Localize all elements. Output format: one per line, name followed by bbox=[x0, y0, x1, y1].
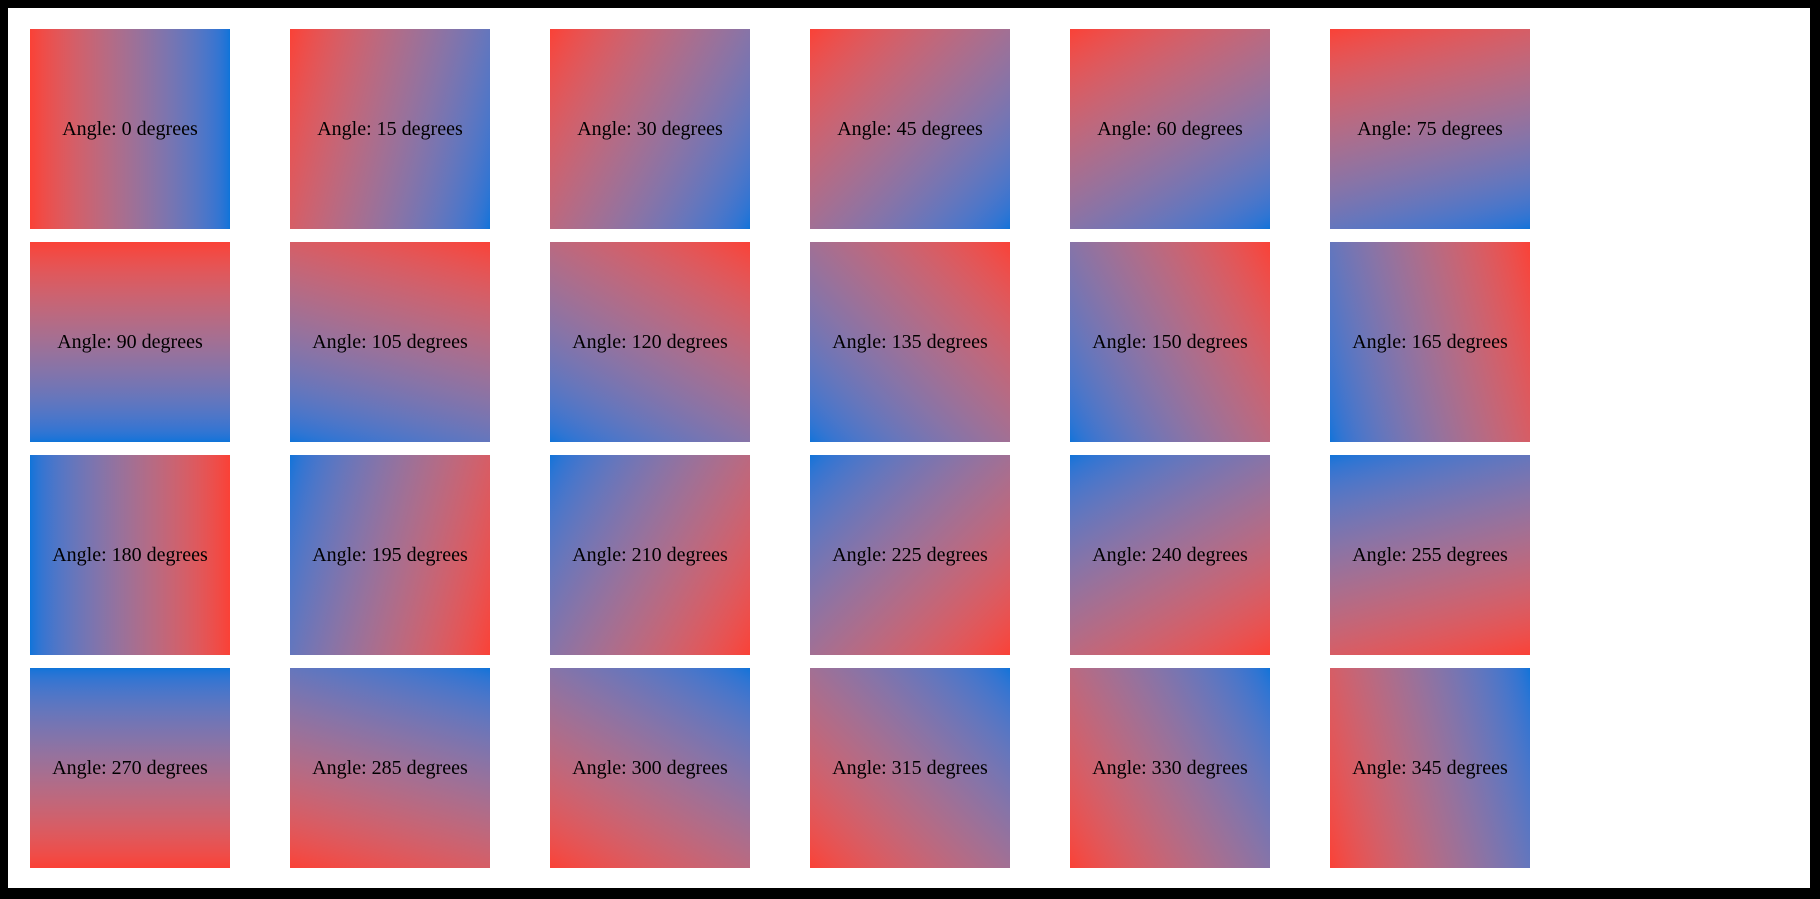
tile-label: Angle: 180 degrees bbox=[52, 544, 208, 566]
gradient-tile: Angle: 180 degrees bbox=[30, 455, 230, 655]
tile-label: Angle: 285 degrees bbox=[312, 757, 468, 779]
gradient-tile: Angle: 90 degrees bbox=[30, 242, 230, 442]
gradient-tile: Angle: 0 degrees bbox=[30, 29, 230, 229]
tile-label: Angle: 15 degrees bbox=[317, 118, 463, 140]
tile-label: Angle: 30 degrees bbox=[577, 118, 723, 140]
tile-label: Angle: 300 degrees bbox=[572, 757, 728, 779]
gradient-tile: Angle: 345 degrees bbox=[1330, 668, 1530, 868]
gradient-tile: Angle: 240 degrees bbox=[1070, 455, 1270, 655]
gradient-tile: Angle: 270 degrees bbox=[30, 668, 230, 868]
tile-label: Angle: 165 degrees bbox=[1352, 331, 1508, 353]
tile-label: Angle: 75 degrees bbox=[1357, 118, 1503, 140]
gradient-tile: Angle: 15 degrees bbox=[290, 29, 490, 229]
tile-label: Angle: 345 degrees bbox=[1352, 757, 1508, 779]
gradient-tile: Angle: 30 degrees bbox=[550, 29, 750, 229]
gradient-tile: Angle: 300 degrees bbox=[550, 668, 750, 868]
tile-label: Angle: 315 degrees bbox=[832, 757, 988, 779]
tile-label: Angle: 150 degrees bbox=[1092, 331, 1248, 353]
gradient-tile: Angle: 105 degrees bbox=[290, 242, 490, 442]
tile-label: Angle: 105 degrees bbox=[312, 331, 468, 353]
figure-canvas: Angle: 0 degrees Angle: 15 degrees Angle… bbox=[8, 8, 1810, 888]
tile-label: Angle: 255 degrees bbox=[1352, 544, 1508, 566]
gradient-tile: Angle: 165 degrees bbox=[1330, 242, 1530, 442]
gradient-tile: Angle: 330 degrees bbox=[1070, 668, 1270, 868]
tile-label: Angle: 225 degrees bbox=[832, 544, 988, 566]
tile-label: Angle: 0 degrees bbox=[62, 118, 198, 140]
gradient-tile: Angle: 45 degrees bbox=[810, 29, 1010, 229]
gradient-tile: Angle: 135 degrees bbox=[810, 242, 1010, 442]
tile-label: Angle: 210 degrees bbox=[572, 544, 728, 566]
tile-label: Angle: 135 degrees bbox=[832, 331, 988, 353]
gradient-tile: Angle: 315 degrees bbox=[810, 668, 1010, 868]
gradient-tile: Angle: 150 degrees bbox=[1070, 242, 1270, 442]
gradient-tile: Angle: 120 degrees bbox=[550, 242, 750, 442]
gradient-tile: Angle: 225 degrees bbox=[810, 455, 1010, 655]
gradient-tile: Angle: 60 degrees bbox=[1070, 29, 1270, 229]
tile-label: Angle: 90 degrees bbox=[57, 331, 203, 353]
tile-label: Angle: 270 degrees bbox=[52, 757, 208, 779]
tile-label: Angle: 240 degrees bbox=[1092, 544, 1248, 566]
tile-label: Angle: 120 degrees bbox=[572, 331, 728, 353]
gradient-tile: Angle: 195 degrees bbox=[290, 455, 490, 655]
gradient-tile: Angle: 255 degrees bbox=[1330, 455, 1530, 655]
tile-label: Angle: 195 degrees bbox=[312, 544, 468, 566]
tile-label: Angle: 330 degrees bbox=[1092, 757, 1248, 779]
gradient-grid: Angle: 0 degrees Angle: 15 degrees Angle… bbox=[30, 29, 1530, 868]
gradient-tile: Angle: 75 degrees bbox=[1330, 29, 1530, 229]
gradient-tile: Angle: 210 degrees bbox=[550, 455, 750, 655]
tile-label: Angle: 45 degrees bbox=[837, 118, 983, 140]
gradient-tile: Angle: 285 degrees bbox=[290, 668, 490, 868]
tile-label: Angle: 60 degrees bbox=[1097, 118, 1243, 140]
